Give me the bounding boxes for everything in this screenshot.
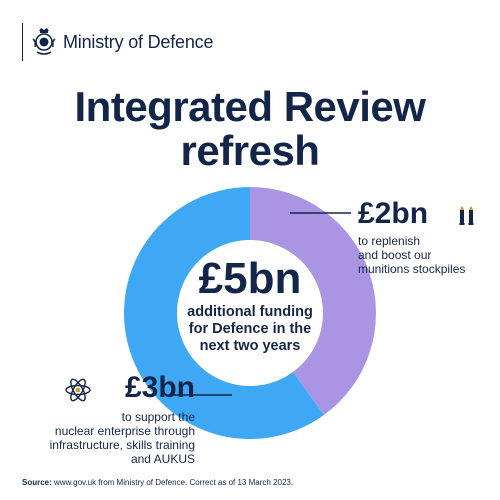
nuclear-description-line: infrastructure, skills training bbox=[49, 438, 195, 452]
header-divider bbox=[22, 23, 23, 61]
nuclear-description-line: nuclear enterprise through bbox=[54, 424, 195, 438]
center-label: £5bn additional funding for Defence in t… bbox=[172, 256, 328, 355]
title-line-2: refresh bbox=[180, 127, 320, 174]
slice-munitions bbox=[250, 187, 376, 415]
total-description-line: additional funding bbox=[187, 304, 313, 320]
munitions-callout: £2bn to replenish and boost our munition… bbox=[358, 198, 498, 276]
slice-nuclear bbox=[123, 187, 325, 440]
nuclear-amount: £3bn bbox=[124, 371, 195, 404]
royal-crest-icon bbox=[32, 28, 56, 55]
atom-icon bbox=[65, 378, 91, 402]
source-text: www.gov.uk from Ministry of Defence. Cor… bbox=[51, 478, 294, 487]
munitions-amount: £2bn bbox=[358, 197, 429, 230]
source-label: Source: bbox=[22, 478, 52, 487]
munitions-description: to replenish and boost our munitions sto… bbox=[358, 234, 498, 276]
total-amount: £5bn bbox=[198, 254, 302, 303]
source-note: Source: www.gov.uk from Ministry of Defe… bbox=[22, 478, 293, 487]
total-description-line: next two years bbox=[199, 338, 301, 354]
nuclear-description-line: and AUKUS bbox=[130, 452, 195, 466]
munitions-description-line: munitions stockpiles bbox=[358, 262, 466, 276]
total-description: additional funding for Defence in the ne… bbox=[172, 304, 328, 355]
munitions-description-line: to replenish bbox=[358, 234, 421, 248]
munitions-description-line: and boost our bbox=[358, 248, 432, 262]
title-line-1: Integrated Review bbox=[74, 83, 426, 130]
header: Ministry of Defence bbox=[22, 22, 213, 62]
total-description-line: for Defence in the bbox=[188, 321, 312, 337]
page-title: Integrated Review refresh bbox=[0, 85, 500, 173]
nuclear-description-line: to support the bbox=[121, 410, 195, 424]
nuclear-description: to support the nuclear enterprise throug… bbox=[20, 410, 195, 466]
organisation-name: Ministry of Defence bbox=[63, 31, 214, 52]
nuclear-callout: £3bn to support the nuclear enterprise t… bbox=[20, 371, 195, 467]
bullets-icon bbox=[459, 206, 474, 225]
